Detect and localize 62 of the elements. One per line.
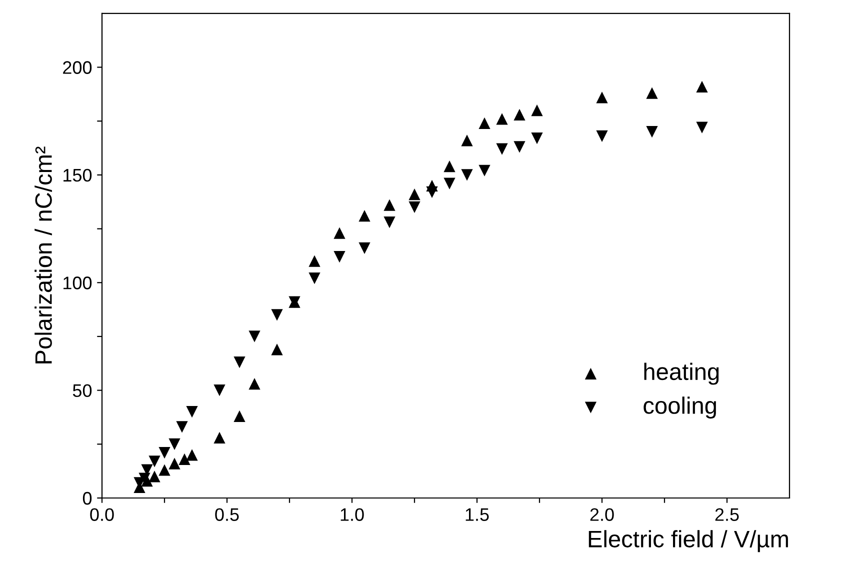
point	[461, 169, 473, 181]
y-tick-label: 100	[64, 276, 92, 290]
point	[168, 438, 180, 450]
legend-label: heating	[644, 362, 719, 385]
point	[308, 255, 320, 267]
point	[461, 134, 473, 146]
point	[358, 210, 370, 222]
point	[334, 250, 346, 263]
x-tick-label: 1.0	[340, 508, 364, 521]
legend-label: cooling	[644, 396, 716, 419]
point	[514, 141, 526, 153]
point	[596, 130, 608, 142]
point	[696, 122, 708, 134]
y-tick-label: 200	[63, 61, 92, 74]
point	[408, 188, 420, 200]
point	[646, 126, 658, 138]
point	[496, 143, 508, 155]
point	[308, 272, 320, 284]
point	[271, 344, 283, 356]
point	[408, 201, 420, 214]
point	[334, 227, 346, 239]
point	[426, 186, 438, 198]
point	[478, 117, 490, 130]
y-tick-label: 150	[64, 168, 92, 182]
point	[384, 216, 396, 228]
point	[596, 92, 608, 104]
point	[248, 330, 260, 342]
point	[444, 178, 456, 190]
point	[514, 108, 526, 120]
point	[214, 432, 226, 444]
point	[358, 242, 370, 254]
point	[176, 421, 188, 433]
point	[646, 87, 658, 99]
point	[148, 470, 160, 482]
point	[178, 453, 190, 466]
point	[248, 378, 260, 390]
point	[158, 464, 170, 476]
point	[234, 356, 246, 368]
point	[478, 164, 490, 176]
x-tick-label: 2.5	[715, 508, 739, 521]
point	[444, 160, 456, 172]
point	[148, 456, 160, 468]
point	[186, 406, 198, 418]
point	[234, 410, 246, 422]
x-tick-label: 0.0	[90, 508, 114, 521]
point	[168, 458, 180, 470]
y-tick-label: 0	[82, 492, 92, 505]
y-axis-title: Polarization / nC/cm²	[34, 146, 52, 364]
point	[186, 449, 198, 461]
point	[531, 132, 543, 144]
x-tick-label: 1.5	[466, 508, 489, 521]
point	[696, 80, 708, 92]
point	[271, 309, 283, 321]
x-tick-label: 0.5	[215, 508, 239, 521]
point	[496, 113, 508, 125]
point	[158, 446, 170, 459]
y-tick-label: 50	[72, 384, 92, 398]
point	[531, 104, 543, 116]
point	[214, 384, 226, 396]
point	[384, 199, 396, 211]
x-axis-title: Electric field / V/µm	[588, 530, 788, 552]
x-tick-label: 2.0	[590, 508, 614, 521]
